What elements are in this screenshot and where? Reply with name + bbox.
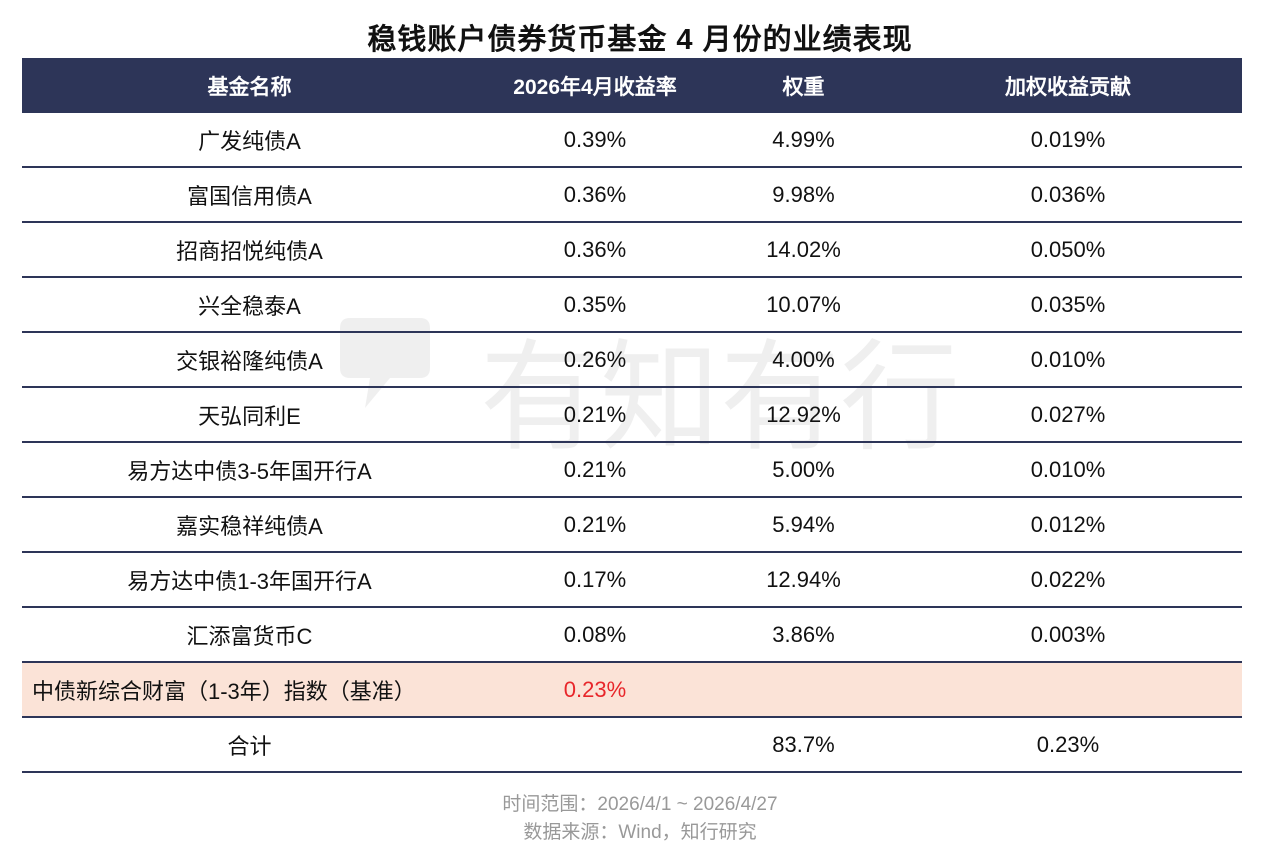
fund-return: 0.36% <box>477 222 713 278</box>
data-source-note: 数据来源：Wind，知行研究 <box>523 822 757 843</box>
fund-name: 招商招悦纯债A <box>22 222 477 278</box>
fund-contribution: 0.010% <box>894 332 1242 388</box>
header-weight: 权重 <box>782 75 825 99</box>
total-return <box>477 717 713 773</box>
table-row: 招商招悦纯债A 0.36% 14.02% 0.050% <box>22 222 1242 278</box>
fund-name: 天弘同利E <box>22 387 477 443</box>
table-row: 富国信用债A 0.36% 9.98% 0.036% <box>22 167 1242 223</box>
fund-name: 嘉实稳祥纯债A <box>22 497 477 553</box>
fund-contribution: 0.003% <box>894 607 1242 663</box>
fund-weight: 5.00% <box>713 442 894 498</box>
benchmark-weight <box>713 662 894 718</box>
benchmark-name: 中债新综合财富（1-3年）指数（基准） <box>22 662 477 718</box>
fund-contribution: 0.036% <box>894 167 1242 223</box>
fund-contribution: 0.027% <box>894 387 1242 443</box>
fund-return: 0.36% <box>477 167 713 223</box>
fund-contribution: 0.012% <box>894 497 1242 553</box>
fund-performance-table: 基金名称 2026年4月收益率 权重 加权收益贡献 广发纯债A 0.39% 4.… <box>22 58 1242 773</box>
benchmark-contribution <box>894 662 1242 718</box>
fund-name: 汇添富货币C <box>22 607 477 663</box>
fund-name: 易方达中债1-3年国开行A <box>22 552 477 608</box>
fund-name: 兴全稳泰A <box>22 277 477 333</box>
fund-contribution: 0.035% <box>894 277 1242 333</box>
benchmark-return: 0.23% <box>477 662 713 718</box>
benchmark-row: 中债新综合财富（1-3年）指数（基准） 0.23% <box>22 662 1242 718</box>
fund-return: 0.21% <box>477 497 713 553</box>
fund-return: 0.35% <box>477 277 713 333</box>
total-label: 合计 <box>22 717 477 773</box>
header-return: 2026年4月收益率 <box>513 75 677 99</box>
table-row: 广发纯债A 0.39% 4.99% 0.019% <box>22 113 1242 168</box>
table-row: 嘉实稳祥纯债A 0.21% 5.94% 0.012% <box>22 497 1242 553</box>
fund-weight: 12.94% <box>713 552 894 608</box>
table-row: 天弘同利E 0.21% 12.92% 0.027% <box>22 387 1242 443</box>
header-fund-name: 基金名称 <box>207 75 292 99</box>
fund-return: 0.08% <box>477 607 713 663</box>
total-row: 合计 83.7% 0.23% <box>22 717 1242 773</box>
table-row: 交银裕隆纯债A 0.26% 4.00% 0.010% <box>22 332 1242 388</box>
table-row: 汇添富货币C 0.08% 3.86% 0.003% <box>22 607 1242 663</box>
header-contribution: 加权收益贡献 <box>1005 75 1131 99</box>
table-row: 易方达中债1-3年国开行A 0.17% 12.94% 0.022% <box>22 552 1242 608</box>
total-contribution: 0.23% <box>894 717 1242 773</box>
time-range-note: 时间范围：2026/4/1 ~ 2026/4/27 <box>502 794 778 815</box>
page-title: 稳钱账户债券货币基金 4 月份的业绩表现 <box>367 24 913 56</box>
table-row: 兴全稳泰A 0.35% 10.07% 0.035% <box>22 277 1242 333</box>
fund-weight: 10.07% <box>713 277 894 333</box>
fund-name: 富国信用债A <box>22 167 477 223</box>
fund-return: 0.17% <box>477 552 713 608</box>
fund-name: 交银裕隆纯债A <box>22 332 477 388</box>
fund-return: 0.21% <box>477 387 713 443</box>
fund-contribution: 0.019% <box>894 113 1242 168</box>
fund-weight: 4.99% <box>713 113 894 168</box>
fund-contribution: 0.050% <box>894 222 1242 278</box>
fund-weight: 3.86% <box>713 607 894 663</box>
fund-name: 易方达中债3-5年国开行A <box>22 442 477 498</box>
fund-contribution: 0.010% <box>894 442 1242 498</box>
fund-weight: 12.92% <box>713 387 894 443</box>
fund-return: 0.26% <box>477 332 713 388</box>
fund-return: 0.21% <box>477 442 713 498</box>
fund-contribution: 0.022% <box>894 552 1242 608</box>
fund-weight: 9.98% <box>713 167 894 223</box>
fund-name: 广发纯债A <box>22 113 477 168</box>
fund-return: 0.39% <box>477 113 713 168</box>
fund-weight: 14.02% <box>713 222 894 278</box>
fund-weight: 5.94% <box>713 497 894 553</box>
fund-weight: 4.00% <box>713 332 894 388</box>
total-weight: 83.7% <box>713 717 894 773</box>
table-header-row: 基金名称 2026年4月收益率 权重 加权收益贡献 <box>22 58 1242 113</box>
table-row: 易方达中债3-5年国开行A 0.21% 5.00% 0.010% <box>22 442 1242 498</box>
